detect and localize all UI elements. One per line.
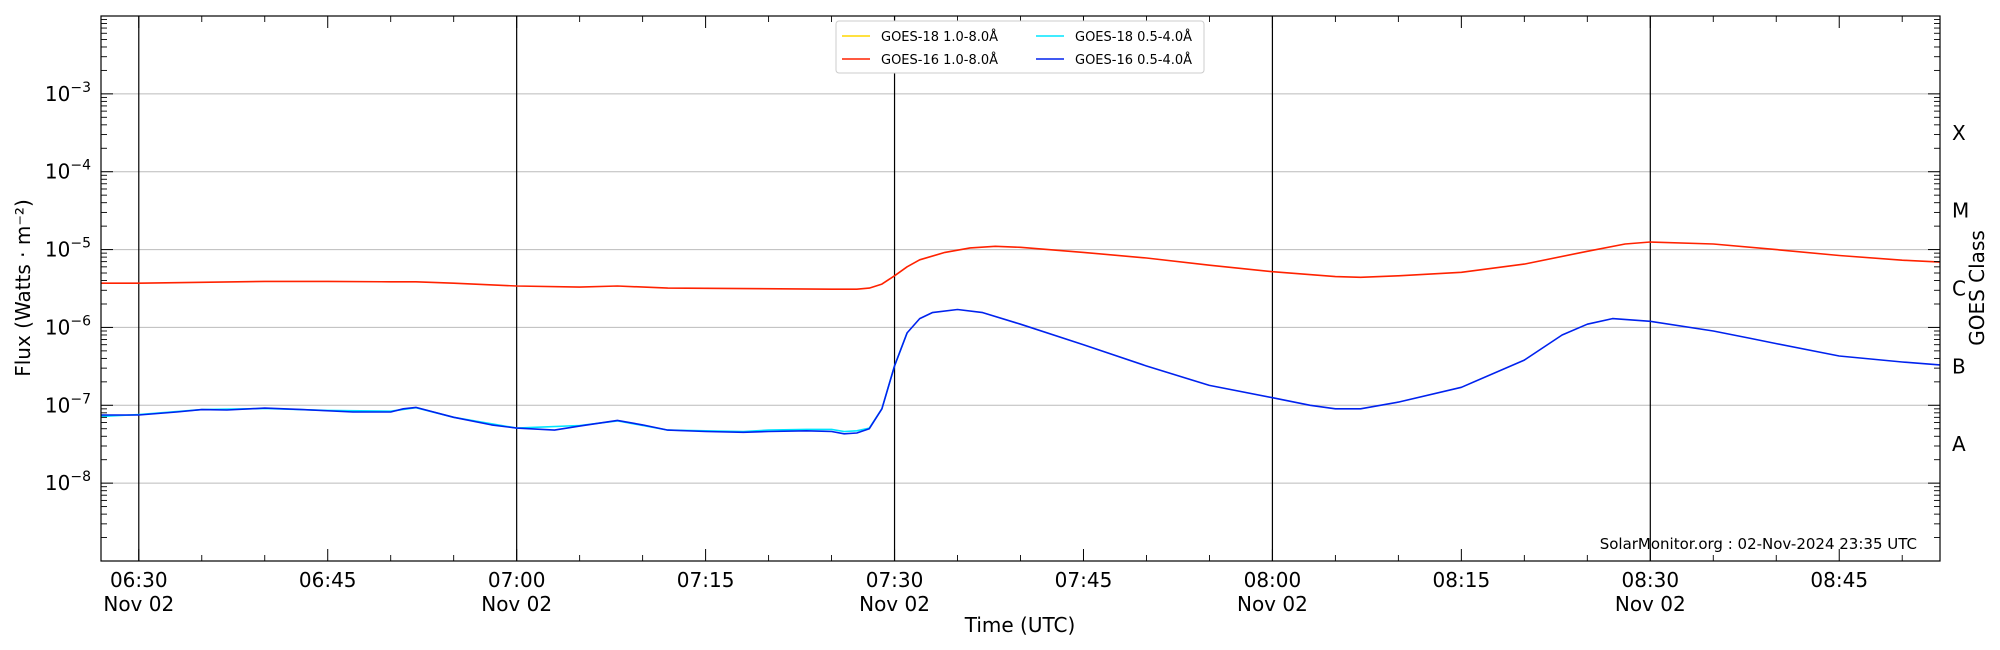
x-tick-label: 06:45 — [299, 568, 357, 592]
y-tick-label: 10−6 — [45, 313, 91, 339]
series-line-goes-16-1-0-8-0- — [101, 241, 1941, 291]
x-tick-label: 07:45 — [1055, 568, 1113, 592]
x-tick-date-label: Nov 02 — [103, 592, 174, 616]
x-tick-label: 07:15 — [677, 568, 735, 592]
credit-text: SolarMonitor.org : 02-Nov-2024 23:35 UTC — [1600, 535, 1917, 553]
x-tick-label: 07:00 — [488, 568, 546, 592]
x-tick-label: 08:30 — [1621, 568, 1679, 592]
y-tick-label: 10−7 — [45, 391, 91, 417]
legend-label-goes18-long: GOES-18 1.0-8.0Å — [881, 29, 998, 45]
goes-class-label: M — [1952, 199, 1969, 223]
tick-layer — [101, 16, 1940, 561]
right-axis-title: GOES Class — [1965, 230, 1989, 346]
y-tick-label: 10−8 — [45, 469, 91, 495]
series-layer — [100, 241, 1941, 435]
x-tick-date-label: Nov 02 — [481, 592, 552, 616]
x-tick-date-label: Nov 02 — [1615, 592, 1686, 616]
x-tick-label: 07:30 — [866, 568, 924, 592]
x-tick-label: 08:00 — [1244, 568, 1302, 592]
legend-label-goes16-long: GOES-16 1.0-8.0Å — [881, 52, 998, 68]
x-tick-label: 08:45 — [1810, 568, 1868, 592]
y-tick-label: 10−4 — [45, 158, 91, 184]
series-line-goes-16-0-5-4-0- — [101, 308, 1941, 435]
goes-class-label: B — [1952, 354, 1966, 378]
x-axis-title: Time (UTC) — [964, 613, 1076, 637]
goes-class-label: X — [1952, 121, 1966, 145]
y-tick-label: 10−5 — [45, 236, 91, 262]
y-tick-label: 10−3 — [45, 80, 91, 106]
grid-layer — [101, 16, 1940, 561]
legend-label-goes16-short: GOES-16 0.5-4.0Å — [1075, 52, 1192, 68]
legend-label-goes18-short: GOES-18 0.5-4.0Å — [1075, 29, 1192, 45]
y-axis-title: Flux (Watts · m⁻²) — [11, 199, 35, 377]
x-tick-date-label: Nov 02 — [1237, 592, 1308, 616]
x-tick-label: 06:30 — [110, 568, 168, 592]
goes-class-label: A — [1952, 432, 1966, 456]
legend: GOES-18 1.0-8.0Å GOES-18 0.5-4.0Å GOES-1… — [835, 20, 1205, 74]
goes-class-label: C — [1952, 277, 1966, 301]
x-tick-date-label: Nov 02 — [859, 592, 930, 616]
x-tick-label: 08:15 — [1433, 568, 1491, 592]
legend-box — [835, 20, 1205, 74]
